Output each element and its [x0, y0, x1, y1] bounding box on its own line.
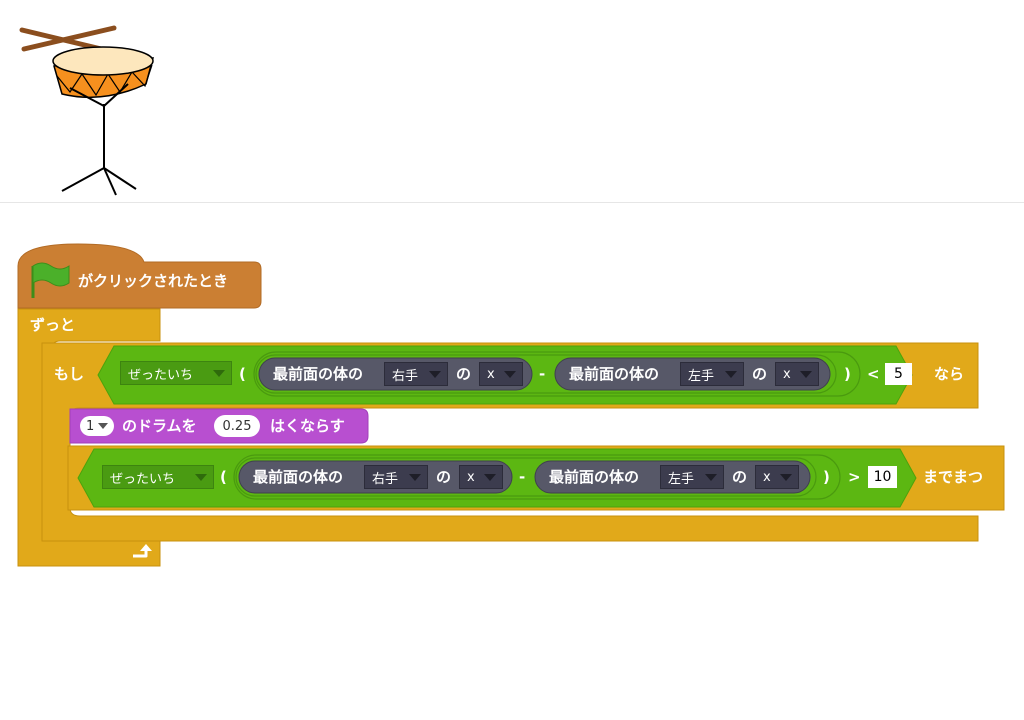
hat-label: がクリックされたとき [78, 272, 229, 290]
dropdown-arrow-icon [429, 371, 441, 378]
open-paren-1: ( [239, 365, 246, 383]
dropdown-arrow-icon [409, 474, 421, 481]
dropdown-arrow-icon [725, 371, 737, 378]
threshold-input-1[interactable]: 5 [885, 363, 912, 385]
drum-text-1: のドラムを [122, 417, 197, 435]
hat-block[interactable] [17, 243, 262, 309]
reporter-label-right-2: 最前面の体の [549, 468, 640, 486]
forever-label: ずっと [30, 316, 76, 334]
minus-operator-2: - [519, 468, 526, 486]
drum-body [52, 46, 155, 99]
sprite-drum-figure [0, 0, 1024, 202]
body-part-dropdown-left-1[interactable]: 右手 [384, 362, 448, 386]
body-part-dropdown-right-2[interactable]: 左手 [660, 465, 724, 489]
less-than-operator: < [867, 365, 880, 383]
then-label: なら [934, 365, 965, 383]
dropdown-arrow-icon [800, 371, 812, 378]
greater-than-operator: > [848, 468, 861, 486]
threshold-input-2[interactable]: 10 [868, 466, 897, 488]
dropdown-arrow-icon [195, 474, 207, 481]
open-paren-2: ( [220, 468, 227, 486]
dropdown-arrow-icon [780, 474, 792, 481]
function-dropdown-1[interactable]: ぜったいち [120, 361, 232, 385]
stick-person [61, 83, 137, 196]
dropdown-arrow-icon [98, 423, 108, 429]
attr-dropdown-right-1[interactable]: x [775, 362, 819, 386]
stage-divider [0, 202, 1024, 203]
dropdown-arrow-icon [705, 474, 717, 481]
body-part-dropdown-left-2[interactable]: 右手 [364, 465, 428, 489]
body-part-dropdown-right-1[interactable]: 左手 [680, 362, 744, 386]
beats-input[interactable]: 0.25 [214, 415, 260, 437]
of-label-right-2: の [732, 468, 748, 486]
close-paren-2: ) [823, 468, 830, 486]
close-paren-1: ) [844, 365, 851, 383]
function-dropdown-2[interactable]: ぜったいち [102, 465, 214, 489]
attr-dropdown-right-2[interactable]: x [755, 465, 799, 489]
of-label-left-1: の [456, 365, 472, 383]
dropdown-arrow-icon [504, 371, 516, 378]
reporter-label-right-1: 最前面の体の [569, 365, 660, 383]
attr-dropdown-left-2[interactable]: x [459, 465, 503, 489]
dropdown-arrow-icon [484, 474, 496, 481]
attr-dropdown-left-1[interactable]: x [479, 362, 523, 386]
dropdown-arrow-icon [213, 370, 225, 377]
minus-operator-1: - [539, 365, 546, 383]
if-label: もし [54, 365, 85, 383]
of-label-right-1: の [752, 365, 768, 383]
reporter-label-left-2: 最前面の体の [253, 468, 344, 486]
reporter-label-left-1: 最前面の体の [273, 365, 364, 383]
green-flag-icon [31, 262, 70, 298]
of-label-left-2: の [436, 468, 452, 486]
drum-text-2: はくならす [270, 417, 345, 435]
loop-arrow-icon [133, 544, 152, 558]
wait-until-label: までまつ [923, 468, 984, 486]
drum-number-dropdown[interactable]: 1 [80, 416, 114, 436]
